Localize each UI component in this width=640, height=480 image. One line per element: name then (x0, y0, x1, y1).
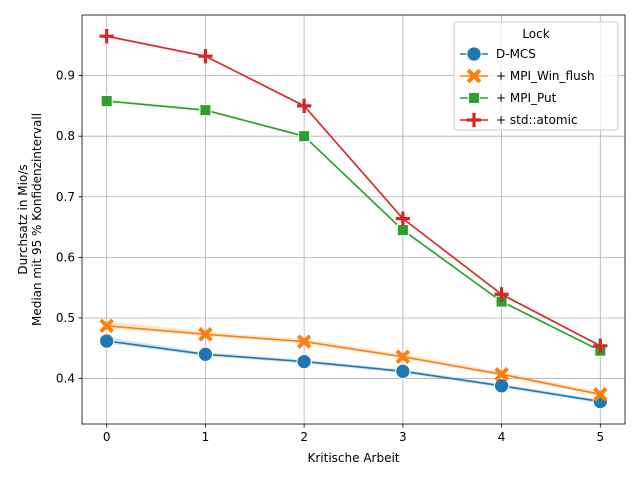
x-tick-label: 0 (103, 430, 111, 444)
legend-item: + MPI_Put (460, 91, 557, 105)
series (99, 318, 608, 402)
confidence-band (106, 320, 601, 397)
legend-label: + std::atomic (496, 113, 578, 127)
legend-marker (467, 91, 481, 105)
series-line (106, 100, 601, 352)
x-tick-label: 3 (399, 430, 407, 444)
legend-label: + MPI_Win_flush (496, 69, 595, 83)
x-tick-label: 2 (300, 430, 308, 444)
series (100, 95, 607, 357)
data-point (494, 367, 509, 382)
data-point (396, 224, 409, 237)
data-point (494, 287, 509, 302)
x-tick-label: 4 (498, 430, 506, 444)
y-tick-label: 0.5 (56, 311, 75, 325)
legend-marker (466, 112, 482, 128)
data-point (298, 130, 311, 143)
data-point (593, 338, 608, 353)
data-point (198, 49, 213, 64)
legend-label: + MPI_Put (496, 91, 557, 105)
legend-item: + std::atomic (460, 112, 578, 128)
data-point (197, 346, 214, 362)
data-point (296, 334, 312, 349)
legend-title: Lock (522, 27, 549, 41)
data-point (395, 349, 411, 365)
axis-ticks: 0 1 2 3 4 5 0.4 0.5 0.6 0.7 0.8 0.9 (56, 69, 604, 444)
y-tick-label: 0.6 (56, 250, 75, 264)
series-line (106, 325, 601, 396)
legend-label: D-MCS (496, 47, 536, 61)
data-point (99, 333, 115, 349)
legend-marker (466, 46, 482, 62)
legend-box (453, 21, 619, 131)
series (99, 333, 608, 410)
series (99, 29, 608, 353)
y-axis-label-line-2: Median mit 95 % Konfidenzintervall (30, 113, 44, 326)
data-point (395, 363, 411, 379)
y-tick-label: 0.4 (56, 372, 75, 386)
data-point (99, 318, 114, 334)
x-tick-label: 1 (202, 430, 210, 444)
series-line (106, 340, 601, 403)
data-point (296, 353, 312, 370)
series-lines (99, 29, 608, 410)
series-line (106, 35, 601, 347)
data-point (199, 104, 212, 117)
y-tick-label: 0.9 (56, 69, 75, 83)
y-tick-label: 0.8 (56, 129, 75, 143)
data-point (593, 387, 608, 402)
data-point (99, 29, 114, 44)
y-axis-label: Durchsatz in Mio/s Median mit 95 % Konfi… (16, 113, 44, 326)
x-axis-label: Kritische Arbeit (307, 451, 399, 465)
legend-marker (466, 68, 482, 84)
data-point (198, 327, 213, 342)
y-tick-label: 0.7 (56, 190, 75, 204)
data-point (100, 95, 113, 108)
data-point (493, 378, 510, 394)
legend-item: D-MCS (460, 46, 536, 62)
legend-item: + MPI_Win_flush (460, 68, 595, 84)
data-point (296, 98, 312, 114)
plot-frame (81, 14, 626, 425)
y-axis-label-line-1: Durchsatz in Mio/s (16, 164, 30, 274)
x-tick-label: 5 (596, 430, 604, 444)
data-point (395, 211, 411, 226)
